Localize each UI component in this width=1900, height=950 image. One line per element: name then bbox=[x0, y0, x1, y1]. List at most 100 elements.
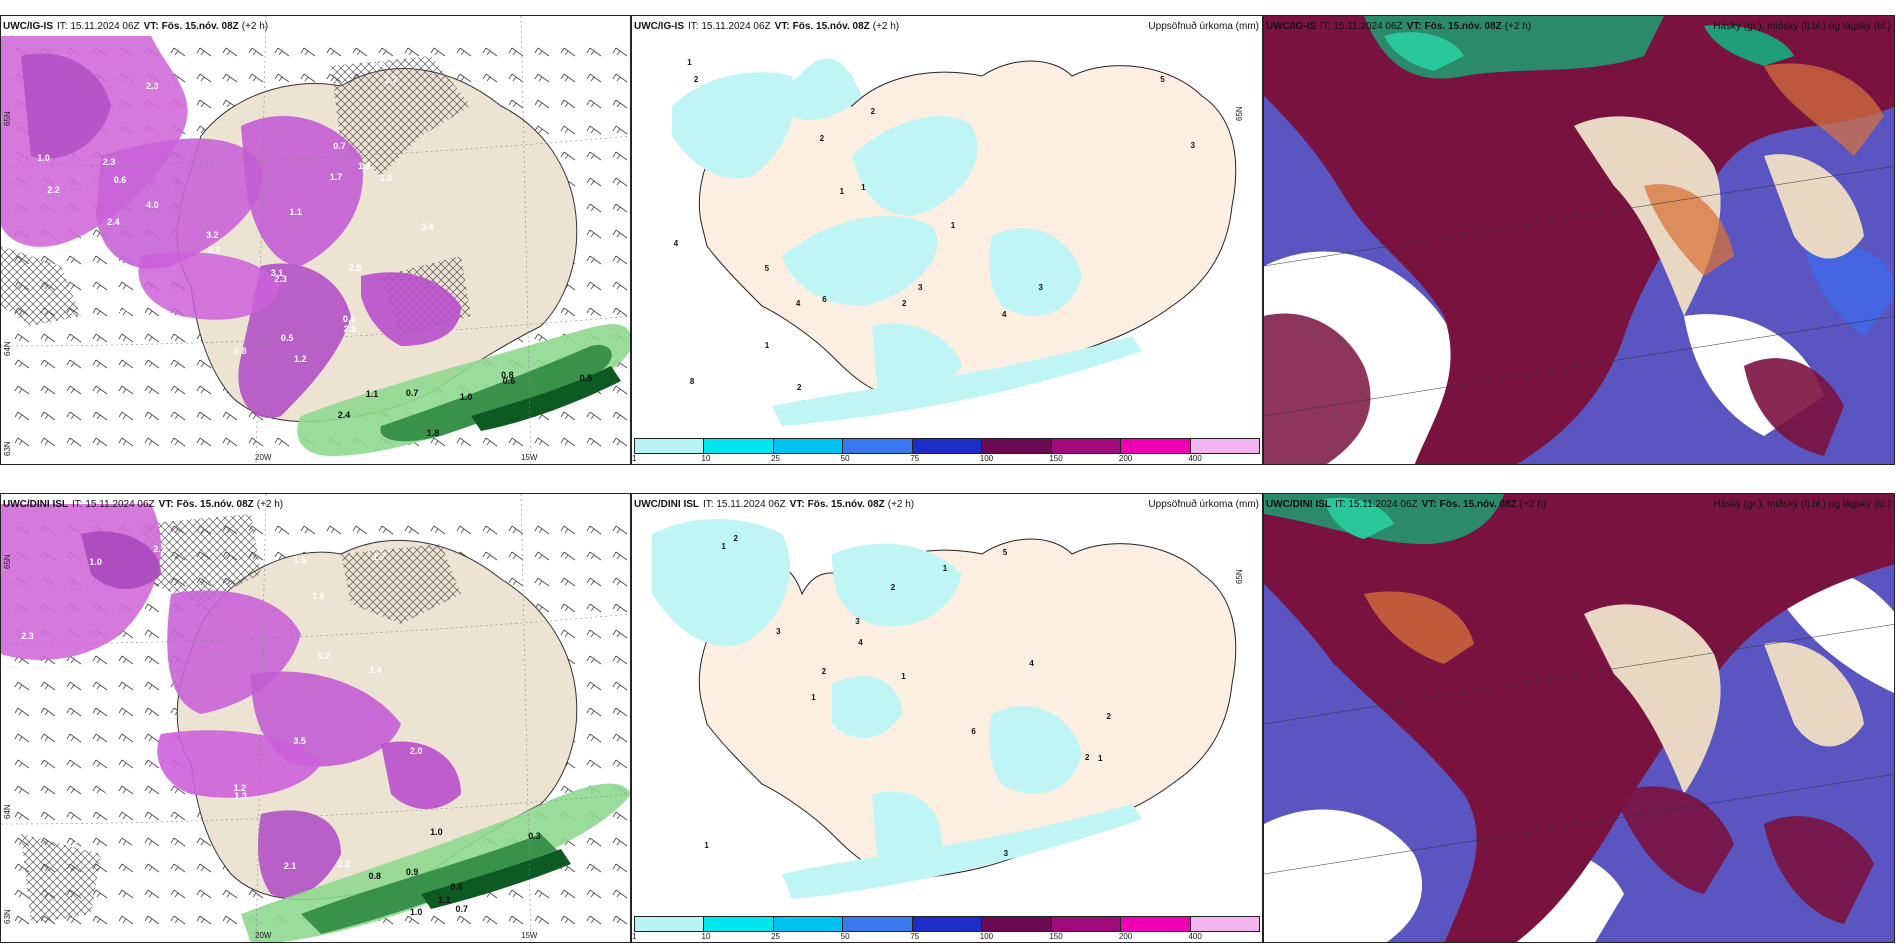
colorbar-swatch bbox=[912, 439, 983, 453]
lon-label: 15W bbox=[521, 453, 538, 462]
value-label: 2 bbox=[1106, 711, 1111, 721]
colorbar-tick-label: 100 bbox=[979, 454, 994, 463]
valid-time: Fös. 15.nóv. 08Z bbox=[161, 20, 239, 32]
value-label: 1.0 bbox=[459, 392, 473, 403]
value-label: 6 bbox=[822, 295, 827, 305]
wind-precip-map-row2: UWC/DINI ISL IT: 15.11.2024 06Z VT: Fös. … bbox=[0, 493, 631, 943]
colorbar-swatch bbox=[704, 917, 774, 931]
init-time: 15.11.2024 06Z bbox=[70, 20, 140, 32]
colorbar-tick-label: 200 bbox=[1118, 932, 1133, 941]
value-label: 2.2 bbox=[47, 184, 60, 195]
value-label: 2.7 bbox=[153, 543, 166, 554]
value-label: 2.0 bbox=[409, 746, 423, 757]
value-label: 8 bbox=[689, 377, 695, 387]
value-label: 1.5 bbox=[131, 843, 144, 854]
precip-accum-map-row2: UWC/DINI ISL IT: 15.11.2024 06Z VT: Fös. … bbox=[631, 493, 1263, 943]
value-label: 1.6 bbox=[312, 591, 325, 602]
value-label: 1.7 bbox=[372, 551, 386, 562]
value-label: 0.8 bbox=[368, 871, 381, 882]
colorbar-swatch bbox=[1051, 439, 1122, 453]
value-label: 2 bbox=[819, 133, 825, 143]
colorbar-tick-label: 50 bbox=[840, 454, 850, 463]
value-label: 0.8 bbox=[372, 58, 386, 69]
lon-label: 20W bbox=[255, 453, 272, 462]
value-label: 1.3 bbox=[234, 790, 247, 801]
lat-label: 63N bbox=[3, 909, 12, 924]
wind-map-graphic bbox=[1, 494, 630, 942]
wind-precip-map-row1: UWC/IG-IS IT: 15.11.2024 06Z VT: Fös. 15.… bbox=[0, 15, 631, 465]
value-label: 4 bbox=[1029, 659, 1034, 669]
value-label: 6 bbox=[971, 727, 976, 737]
value-label: 0.6 bbox=[113, 174, 127, 185]
value-label: 3.1 bbox=[270, 268, 284, 279]
value-label: 1.1 bbox=[438, 895, 451, 906]
colorbar-swatch bbox=[773, 917, 844, 931]
panel-header: UWC/DINI ISL IT: 15.11.2024 06Z VT: Fös. … bbox=[1266, 498, 1891, 510]
precip-map-graphic bbox=[632, 494, 1262, 942]
value-label: 0.5 bbox=[579, 373, 593, 384]
value-label: 1.9 bbox=[70, 311, 83, 322]
colorbar-swatch bbox=[635, 917, 705, 931]
value-label: 0.9 bbox=[405, 866, 419, 877]
value-label: 1 bbox=[811, 693, 816, 703]
value-label: 2.1 bbox=[128, 322, 142, 333]
value-label: 5 bbox=[1002, 548, 1008, 558]
value-label: 2 bbox=[733, 534, 738, 544]
panel-header: UWC/IG-IS IT: 15.11.2024 06Z VT: Fös. 15.… bbox=[1266, 20, 1891, 32]
cloud-cover-map-row2: UWC/DINI ISL IT: 15.11.2024 06Z VT: Fös. … bbox=[1263, 493, 1895, 943]
value-label: 0.8 bbox=[234, 346, 247, 357]
cloud-cover-map-row1: UWC/IG-IS IT: 15.11.2024 06Z VT: Fös. 15.… bbox=[1263, 15, 1895, 465]
value-label: 1 bbox=[861, 183, 866, 193]
colorbar-tick-label: 400 bbox=[1188, 932, 1202, 941]
value-label: 2.7 bbox=[384, 74, 398, 85]
value-label: 3.2 bbox=[206, 229, 219, 240]
value-label: 5 bbox=[1160, 74, 1165, 84]
value-label: 3 bbox=[855, 616, 860, 626]
panel-title: Háský (gr.), miðský (fj.bl.) og lágský (… bbox=[1713, 20, 1891, 32]
colorbar-swatch bbox=[1190, 439, 1259, 453]
value-label: 3 bbox=[776, 627, 781, 637]
value-label: 1 bbox=[942, 563, 948, 573]
value-label: 1.5 bbox=[379, 173, 393, 184]
colorbar-tick-label: 1 bbox=[632, 454, 637, 463]
value-label: 1.8 bbox=[358, 161, 371, 172]
colorbar-tick-label: 150 bbox=[1049, 932, 1063, 941]
colorbar-swatch bbox=[843, 917, 913, 931]
value-label: 2.7 bbox=[207, 244, 221, 255]
value-label: 4 bbox=[673, 239, 679, 249]
value-label: 3 bbox=[1038, 283, 1043, 293]
value-label: 1.8 bbox=[426, 427, 440, 438]
value-label: 0.5 bbox=[342, 314, 356, 325]
value-label: 0.3 bbox=[528, 831, 541, 842]
value-label: 0.6 bbox=[450, 882, 463, 893]
value-label: 1 bbox=[721, 542, 726, 552]
value-label: 0.5 bbox=[280, 332, 294, 343]
value-label: 2 bbox=[870, 107, 876, 117]
lon-label: 15W bbox=[521, 931, 538, 940]
colorbar-swatch bbox=[635, 439, 705, 453]
colorbar-swatch bbox=[1121, 439, 1191, 453]
value-label: 1.1 bbox=[365, 389, 379, 400]
precip-map-graphic bbox=[632, 16, 1262, 464]
value-label: 1.2 bbox=[293, 353, 307, 364]
panel-header: UWC/DINI ISL IT: 15.11.2024 06Z VT: Fös. … bbox=[3, 498, 284, 510]
panel-title: Háský (gr.), miðský (fj.bl.) og lágský (… bbox=[1713, 498, 1891, 510]
panel-header: UWC/IG-IS IT: 15.11.2024 06Z VT: Fös. 15.… bbox=[634, 20, 1259, 32]
colorbar-tick-label: 10 bbox=[701, 454, 711, 463]
value-label: 0.7 bbox=[333, 140, 346, 151]
value-label: 1.0 bbox=[89, 556, 102, 567]
value-label: 1 bbox=[704, 840, 709, 850]
value-label: 2 bbox=[821, 666, 827, 676]
colorbar-swatch bbox=[1190, 917, 1259, 931]
colorbar-swatch bbox=[982, 917, 1052, 931]
value-label: 1.7 bbox=[329, 172, 343, 183]
value-label: 2.8 bbox=[343, 323, 357, 334]
value-label: 1 bbox=[1098, 754, 1103, 764]
colorbar-tick-label: 50 bbox=[840, 932, 850, 941]
precip-accum-map-row1: UWC/IG-IS IT: 15.11.2024 06Z VT: Fös. 15.… bbox=[631, 15, 1263, 465]
colorbar-tick-label: 1 bbox=[632, 932, 637, 941]
colorbar-tick-label: 25 bbox=[771, 932, 781, 941]
value-label: 1.6 bbox=[293, 554, 307, 565]
value-label: 2 bbox=[796, 383, 802, 393]
lat-label: 63N bbox=[3, 441, 12, 456]
